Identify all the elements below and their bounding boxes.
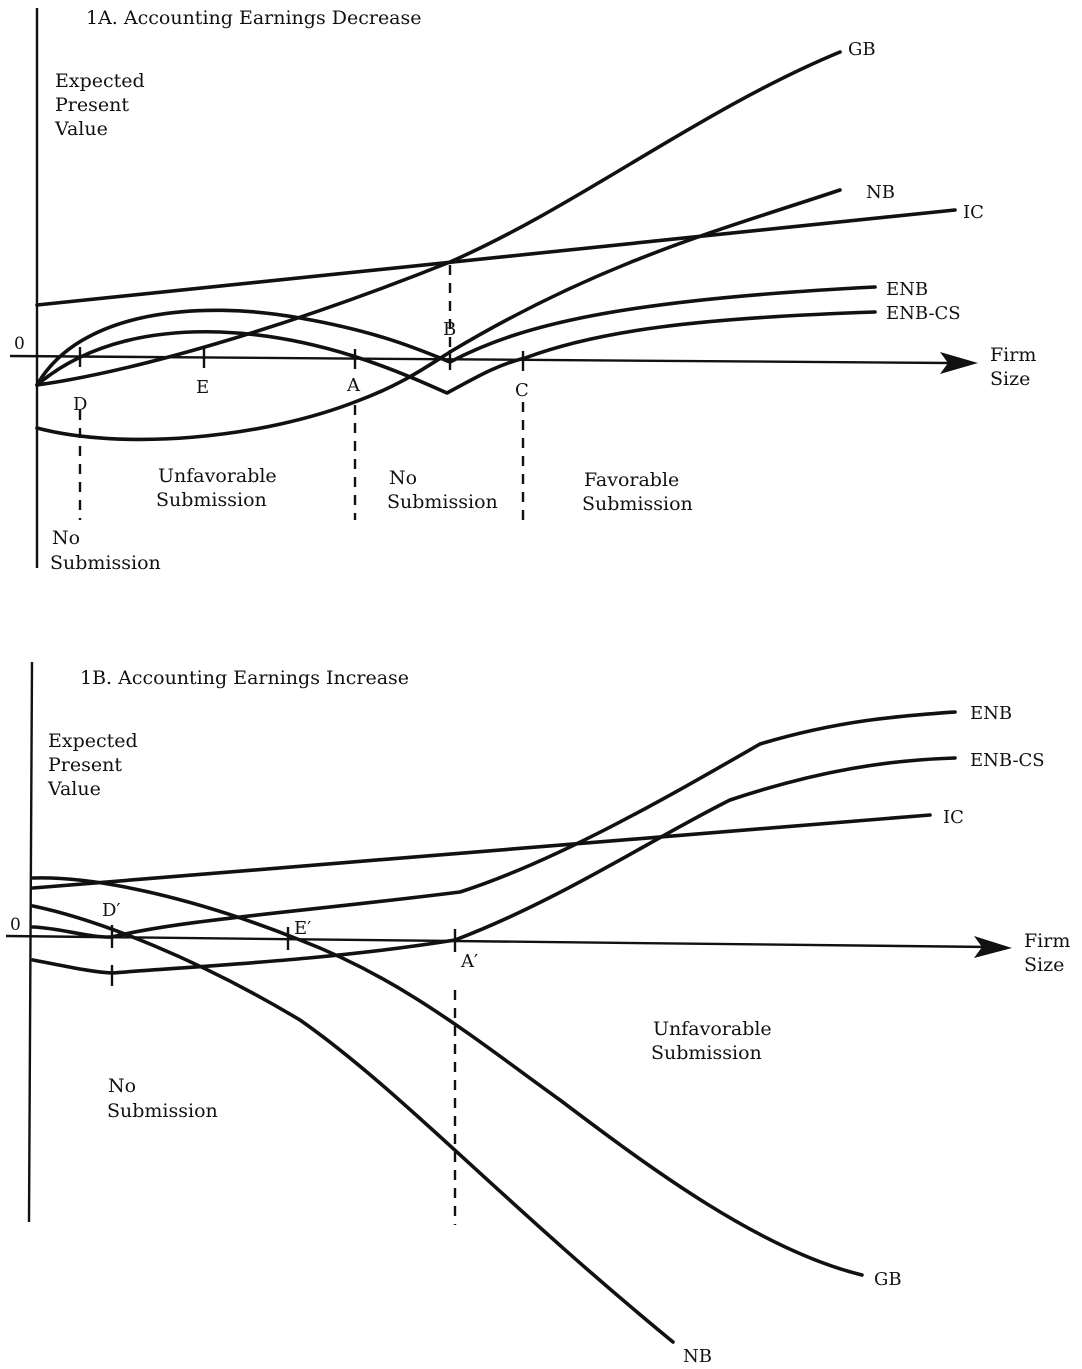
panel-1a-region-unfavorable: Unfavorable Submission	[156, 465, 283, 511]
panel-1a-title: 1A. Accounting Earnings Decrease	[86, 7, 422, 29]
panel-1a: 1A. Accounting Earnings Decrease Expecte…	[9, 7, 1042, 574]
panel-1a-curve-enb	[35, 285, 877, 387]
panel-1a-point-c: C	[515, 380, 529, 401]
panel-1b-label-enb-cs: ENB-CS	[970, 750, 1045, 771]
panel-1a-curve-enb-cs	[35, 310, 877, 395]
panel-1b-x-axis-arrow	[974, 936, 1012, 958]
panel-1b-x-axis	[5, 934, 991, 949]
panel-1b-point-a: A′	[460, 951, 478, 972]
panel-1a-x-axis-arrow	[940, 352, 978, 374]
panel-1a-label-enb-cs: ENB-CS	[886, 303, 961, 324]
panel-1b-point-e: E′	[294, 918, 311, 939]
panel-1b-curve-nb	[31, 904, 675, 1344]
panel-1a-point-a: A	[346, 375, 361, 396]
panel-1b-label-gb: GB	[874, 1269, 902, 1290]
panel-1a-point-d: D	[73, 394, 87, 415]
panel-1a-curve-ic	[35, 208, 957, 307]
panel-1a-label-ic: IC	[963, 202, 984, 223]
panel-1a-region-no-submission-left: No Submission	[50, 527, 161, 574]
panel-1b-region-no-submission: No Submission	[107, 1075, 218, 1122]
panel-1a-point-e: E	[196, 377, 209, 398]
panel-1b-x-axis-label: Firm Size	[1024, 930, 1076, 976]
panel-1b-y-axis	[27, 661, 34, 1223]
panel-1a-curve-nb	[35, 188, 842, 442]
panel-1a-zero-label: 0	[14, 334, 25, 354]
panel-1b-point-d: D′	[102, 900, 121, 921]
panel-1a-point-b: B	[443, 319, 456, 340]
panel-1a-label-nb: NB	[866, 182, 895, 203]
panel-1a-x-axis-label: Firm Size	[990, 344, 1042, 390]
panel-1b-curve-gb	[31, 876, 864, 1277]
panel-1a-region-no-submission-mid: No Submission	[387, 467, 498, 513]
panel-1b-zero-label: 0	[10, 915, 21, 935]
panel-1b-y-axis-label: Expected Present Value	[47, 730, 144, 800]
panel-1b-label-ic: IC	[943, 807, 964, 828]
panel-1b-curve-ic	[31, 813, 932, 890]
panel-1b: 1B. Accounting Earnings Increase Expecte…	[5, 661, 1076, 1367]
panel-1a-label-gb: GB	[848, 39, 876, 60]
panel-1b-label-nb: NB	[683, 1346, 712, 1367]
panel-1a-y-axis-label: Expected Present Value	[54, 70, 151, 140]
panel-1b-title: 1B. Accounting Earnings Increase	[80, 667, 409, 689]
panel-1a-region-favorable: Favorable Submission	[582, 469, 693, 515]
panel-1a-curve-gb	[35, 50, 842, 387]
panel-1a-label-enb: ENB	[886, 279, 928, 300]
panel-1b-region-unfavorable: Unfavorable Submission	[651, 1018, 778, 1064]
panel-1b-label-enb: ENB	[970, 703, 1012, 724]
